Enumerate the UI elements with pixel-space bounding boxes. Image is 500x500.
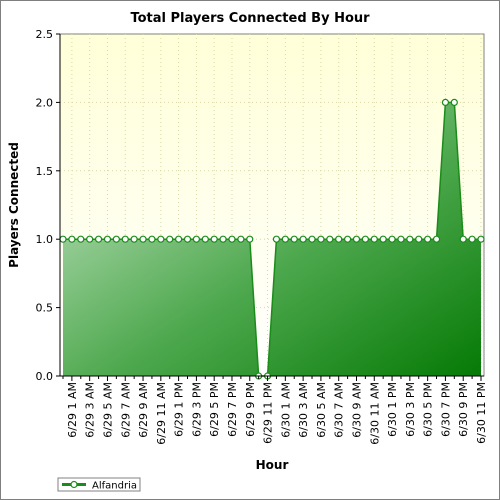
data-point bbox=[406, 235, 414, 243]
data-point bbox=[246, 235, 254, 243]
data-point bbox=[94, 235, 103, 243]
legend-marker-icon bbox=[70, 480, 78, 489]
y-axis-label: Players Connected bbox=[7, 142, 21, 268]
data-point bbox=[192, 235, 201, 243]
x-tick-label: 6/29 3 PM bbox=[190, 382, 203, 437]
data-point bbox=[370, 235, 378, 243]
data-point bbox=[352, 235, 361, 243]
legend: Alfandria bbox=[57, 477, 141, 492]
data-point bbox=[166, 235, 174, 243]
data-point bbox=[335, 235, 343, 243]
data-point bbox=[281, 235, 289, 243]
data-point bbox=[175, 235, 183, 243]
data-point bbox=[415, 235, 423, 243]
data-point bbox=[424, 235, 432, 243]
x-tick-label: 6/29 9 PM bbox=[244, 382, 257, 437]
x-tick-label: 6/29 3 AM bbox=[84, 382, 97, 438]
x-tick-label: 6/29 1 AM bbox=[66, 382, 79, 438]
data-point bbox=[397, 235, 405, 243]
data-point bbox=[477, 235, 485, 243]
data-point bbox=[201, 235, 209, 243]
y-tick-label: 0.5 bbox=[36, 302, 54, 315]
data-point bbox=[272, 235, 281, 243]
data-point bbox=[379, 235, 387, 243]
data-point bbox=[290, 235, 298, 243]
data-point bbox=[183, 235, 192, 243]
x-tick-label: 6/30 3 PM bbox=[404, 382, 417, 437]
data-point bbox=[459, 235, 467, 243]
y-tick-label: 2.0 bbox=[36, 96, 54, 109]
legend-box bbox=[57, 477, 141, 492]
x-tick-label: 6/29 5 PM bbox=[208, 382, 221, 437]
x-tick-label: 6/29 1 PM bbox=[173, 382, 186, 437]
x-tick-label: 6/30 7 PM bbox=[439, 382, 452, 437]
data-point bbox=[112, 235, 120, 243]
data-point bbox=[237, 235, 245, 243]
data-point bbox=[299, 235, 307, 243]
data-point bbox=[219, 235, 227, 243]
data-point bbox=[148, 235, 156, 243]
data-point bbox=[210, 235, 218, 243]
data-point bbox=[343, 235, 352, 243]
legend-label-alfandria: Alfandria bbox=[92, 481, 137, 492]
data-point bbox=[139, 235, 147, 243]
x-tick-label: 6/29 9 AM bbox=[137, 382, 150, 438]
data-point bbox=[157, 235, 165, 243]
x-tick-label: 6/30 7 AM bbox=[333, 382, 346, 438]
data-point bbox=[441, 98, 450, 107]
data-point bbox=[59, 235, 67, 243]
data-point bbox=[228, 235, 236, 243]
x-tick-label: 6/29 5 AM bbox=[101, 382, 114, 438]
data-point bbox=[468, 235, 476, 243]
data-point bbox=[103, 235, 112, 243]
data-point bbox=[68, 235, 76, 243]
x-axis: 6/29 1 AM 6/29 3 AM 6/29 5 AM 6/29 7 AM 6/29… bbox=[60, 375, 488, 445]
x-tick-label: 6/30 9 AM bbox=[350, 382, 363, 438]
x-tick-label: 6/29 7 AM bbox=[119, 382, 132, 438]
x-axis-label: Hour bbox=[256, 458, 289, 472]
data-point bbox=[86, 235, 94, 243]
data-point bbox=[432, 235, 441, 243]
x-tick-label: 6/30 11 AM bbox=[368, 382, 381, 445]
x-tick-label: 6/30 9 PM bbox=[457, 382, 470, 437]
x-tick-label: 6/30 3 AM bbox=[297, 382, 310, 438]
data-point bbox=[308, 235, 316, 243]
x-tick-label: 6/30 11 PM bbox=[475, 382, 488, 444]
chart-title: Total Players Connected By Hour bbox=[130, 11, 370, 26]
series-area-alfandria bbox=[63, 102, 481, 377]
x-tick-label: 6/30 1 AM bbox=[279, 382, 292, 438]
data-point bbox=[77, 235, 85, 243]
data-point bbox=[121, 235, 129, 243]
data-point bbox=[388, 235, 396, 243]
y-axis: 0.0 0.5 1.0 1.5 2.0 2.5 bbox=[36, 28, 61, 383]
x-tick-label: 6/29 11 PM bbox=[262, 382, 275, 444]
data-point bbox=[130, 235, 138, 243]
y-tick-label: 2.5 bbox=[36, 28, 54, 41]
data-point bbox=[361, 235, 369, 243]
x-tick-label: 6/29 7 PM bbox=[226, 382, 239, 437]
x-tick-label: 6/30 1 PM bbox=[386, 382, 399, 437]
data-point bbox=[317, 235, 325, 243]
y-tick-label: 0.0 bbox=[36, 370, 54, 383]
x-tick-label: 6/29 11 AM bbox=[155, 382, 168, 445]
y-tick-label: 1.5 bbox=[36, 165, 54, 178]
data-point bbox=[450, 98, 458, 107]
x-tick-label: 6/30 5 AM bbox=[315, 382, 328, 438]
data-point bbox=[326, 235, 334, 243]
y-tick-label: 1.0 bbox=[36, 233, 54, 246]
x-tick-label: 6/30 5 PM bbox=[422, 382, 435, 437]
series-points bbox=[59, 98, 485, 380]
